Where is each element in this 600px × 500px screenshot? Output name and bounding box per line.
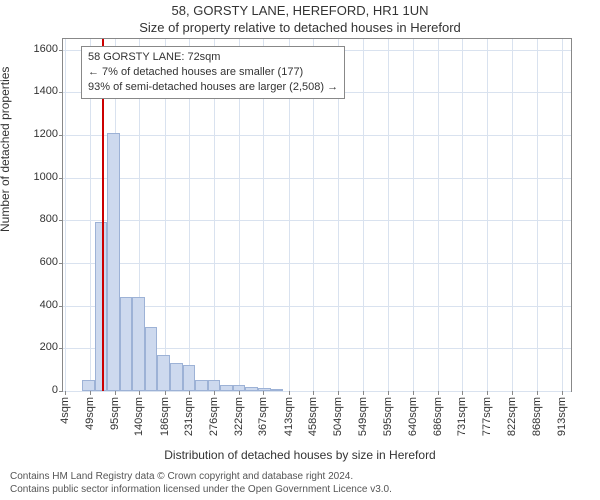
ytick-label: 0: [18, 384, 58, 396]
histogram-bar: [183, 365, 196, 391]
chart-plot-area: 58 GORSTY LANE: 72sqm ← 7% of detached h…: [62, 38, 572, 392]
ytick-label: 1200: [18, 128, 58, 140]
xtick-label: 777sqm: [481, 391, 493, 436]
xtick-label: 322sqm: [233, 391, 245, 436]
ytick-mark: [59, 135, 63, 136]
xtick-label: 549sqm: [357, 391, 369, 436]
annotation-line2: ← 7% of detached houses are smaller (177…: [88, 65, 338, 80]
histogram-bar: [157, 355, 170, 391]
annotation-line3: 93% of semi-detached houses are larger (…: [88, 80, 338, 95]
ytick-mark: [59, 50, 63, 51]
xtick-label: 413sqm: [283, 391, 295, 436]
ytick-label: 1000: [18, 171, 58, 183]
xtick-label: 140sqm: [133, 391, 145, 436]
xtick-label: 186sqm: [159, 391, 171, 436]
title-line2: Size of property relative to detached ho…: [0, 20, 600, 35]
ytick-mark: [59, 348, 63, 349]
ytick-label: 1400: [18, 85, 58, 97]
annotation-box: 58 GORSTY LANE: 72sqm ← 7% of detached h…: [81, 46, 345, 99]
ytick-mark: [59, 306, 63, 307]
xtick-label: 640sqm: [407, 391, 419, 436]
ytick-mark: [59, 263, 63, 264]
xtick-label: 95sqm: [109, 391, 121, 430]
xtick-label: 458sqm: [307, 391, 319, 436]
xtick-label: 731sqm: [456, 391, 468, 436]
xtick-label: 504sqm: [332, 391, 344, 436]
histogram-bar: [208, 380, 221, 391]
title-line1: 58, GORSTY LANE, HEREFORD, HR1 1UN: [0, 3, 600, 18]
histogram-bar: [107, 133, 120, 391]
ytick-label: 400: [18, 299, 58, 311]
xtick-label: 276sqm: [208, 391, 220, 436]
ytick-label: 200: [18, 341, 58, 353]
histogram-bar: [145, 327, 158, 391]
histogram-bar: [82, 380, 95, 391]
footer-line1: Contains HM Land Registry data © Crown c…: [10, 471, 392, 484]
xtick-label: 822sqm: [506, 391, 518, 436]
histogram-bar: [132, 297, 145, 391]
x-axis-label: Distribution of detached houses by size …: [0, 448, 600, 462]
histogram-bar: [95, 222, 108, 391]
xtick-label: 595sqm: [382, 391, 394, 436]
histogram-bar: [271, 389, 284, 391]
footer: Contains HM Land Registry data © Crown c…: [10, 471, 392, 496]
xtick-label: 868sqm: [531, 391, 543, 436]
xtick-label: 913sqm: [556, 391, 568, 436]
annotation-line1: 58 GORSTY LANE: 72sqm: [88, 50, 338, 65]
xtick-label: 4sqm: [59, 391, 71, 424]
ytick-mark: [59, 220, 63, 221]
ytick-label: 1600: [18, 43, 58, 55]
histogram-bar: [170, 363, 183, 391]
xtick-label: 367sqm: [257, 391, 269, 436]
xtick-label: 686sqm: [432, 391, 444, 436]
footer-line2: Contains public sector information licen…: [10, 484, 392, 497]
ytick-mark: [59, 178, 63, 179]
histogram-bar: [195, 380, 208, 391]
ytick-label: 800: [18, 213, 58, 225]
page: 58, GORSTY LANE, HEREFORD, HR1 1UN Size …: [0, 0, 600, 500]
xtick-label: 49sqm: [84, 391, 96, 430]
histogram-bar: [120, 297, 133, 391]
y-axis-label: Number of detached properties: [0, 67, 12, 232]
xtick-label: 231sqm: [183, 391, 195, 436]
histogram-bar: [220, 385, 233, 391]
ytick-mark: [59, 92, 63, 93]
ytick-label: 600: [18, 256, 58, 268]
